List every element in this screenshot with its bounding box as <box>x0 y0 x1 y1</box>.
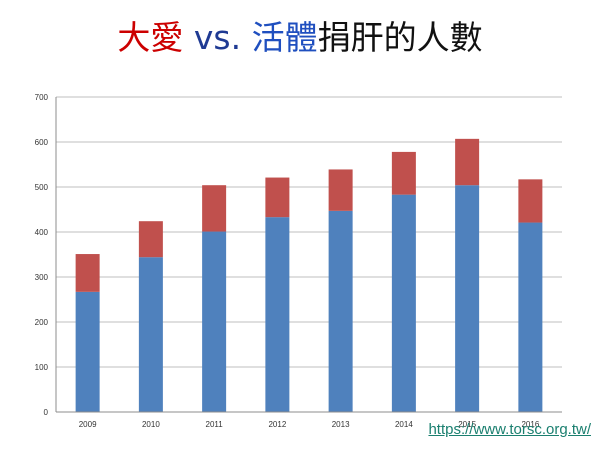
title-part-rest: 捐肝的人數 <box>317 18 483 57</box>
y-tick-label: 400 <box>35 228 49 237</box>
bar-segment-lower <box>328 210 353 412</box>
y-tick-label: 100 <box>35 363 49 372</box>
title-part-daai: 大愛 <box>117 18 184 57</box>
source-link[interactable]: https://www.torsc.org.tw/ <box>428 421 591 438</box>
bar-segment-lower <box>75 291 100 412</box>
y-tick-label: 0 <box>44 408 49 417</box>
x-tick-label: 2012 <box>268 420 286 429</box>
x-tick-label: 2011 <box>206 420 224 429</box>
title-part-living: 活體 <box>251 18 318 57</box>
bar-segment-upper <box>455 138 480 186</box>
chart-title: 大愛 vs. 活體捐肝的人數 <box>0 16 600 60</box>
bar-segment-upper <box>518 179 543 223</box>
x-tick-label: 2009 <box>79 420 97 429</box>
y-tick-label: 200 <box>35 318 49 327</box>
x-tick-label: 2010 <box>142 420 160 429</box>
bar-segment-lower <box>455 185 480 412</box>
bar-segment-upper <box>138 221 163 258</box>
title-separator: vs. <box>183 18 252 57</box>
y-tick-label: 500 <box>35 183 49 192</box>
y-tick-label: 700 <box>35 93 49 102</box>
bar-segment-lower <box>518 222 543 412</box>
x-tick-label: 2013 <box>332 420 350 429</box>
x-tick-label: 2015 <box>458 420 476 429</box>
bar-segment-upper <box>265 177 290 218</box>
bar-segment-lower <box>265 217 290 412</box>
bar-segment-lower <box>202 231 227 412</box>
bar-segment-upper <box>328 169 353 211</box>
y-tick-label: 600 <box>35 138 49 147</box>
bar-segment-upper <box>202 185 227 232</box>
bar-segment-lower <box>391 194 416 412</box>
x-tick-label: 2014 <box>395 420 413 429</box>
bar-segment-lower <box>138 257 163 412</box>
bar-segment-upper <box>75 254 100 292</box>
y-tick-label: 300 <box>35 273 49 282</box>
bar-segment-upper <box>391 151 416 195</box>
x-tick-label: 2016 <box>521 420 539 429</box>
